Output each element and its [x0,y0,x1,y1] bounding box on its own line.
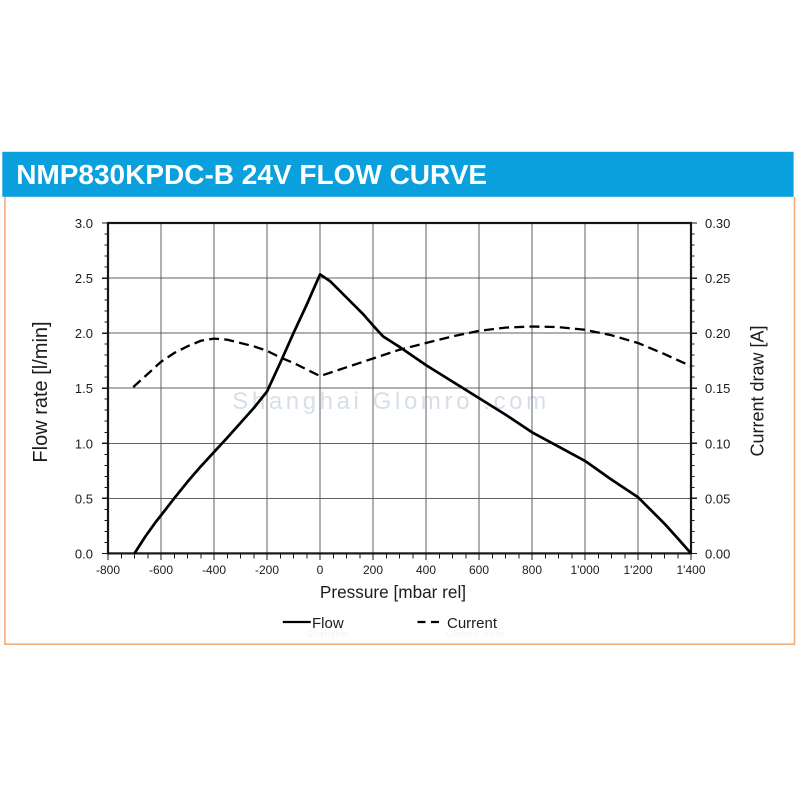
svg-text:0.0: 0.0 [75,546,93,561]
svg-text:Current: Current [447,615,498,632]
svg-text:0: 0 [317,563,324,577]
svg-text:0.25: 0.25 [705,271,730,286]
svg-text:-600: -600 [149,563,173,577]
svg-text:2.5: 2.5 [75,271,93,286]
svg-text:Shanghai Glomro .com: Shanghai Glomro .com [232,388,549,415]
svg-text:Flow rate [l/min]: Flow rate [l/min] [30,321,52,462]
svg-text:-400: -400 [202,563,226,577]
svg-text:Current draw [A]: Current draw [A] [748,325,768,456]
svg-text:1'200: 1'200 [624,563,653,577]
svg-text:1'000: 1'000 [571,563,600,577]
svg-text:0.00: 0.00 [705,546,730,561]
svg-text:0.05: 0.05 [705,491,730,506]
svg-text:800: 800 [522,563,542,577]
svg-text:1.5: 1.5 [75,381,93,396]
svg-text:200: 200 [363,563,383,577]
svg-text:0.30: 0.30 [705,216,730,231]
svg-text:NMP830KPDC-B 24V FLOW CURVE: NMP830KPDC-B 24V FLOW CURVE [16,159,487,190]
svg-text:-800: -800 [96,563,120,577]
svg-text:Glomro .com: Glomro .com [446,629,504,639]
svg-text:3.0: 3.0 [75,216,93,231]
svg-text:0.20: 0.20 [705,326,730,341]
svg-text:Shanghai: Shanghai [307,629,350,639]
svg-text:2.0: 2.0 [75,326,93,341]
svg-text:Flow: Flow [312,615,344,632]
svg-text:-200: -200 [255,563,279,577]
svg-text:1.0: 1.0 [75,436,93,451]
svg-text:Pressure [mbar rel]: Pressure [mbar rel] [320,582,466,602]
svg-text:0.10: 0.10 [705,436,730,451]
svg-text:400: 400 [416,563,436,577]
svg-text:600: 600 [469,563,489,577]
svg-text:0.15: 0.15 [705,381,730,396]
svg-text:1'400: 1'400 [677,563,706,577]
svg-text:0.5: 0.5 [75,491,93,506]
